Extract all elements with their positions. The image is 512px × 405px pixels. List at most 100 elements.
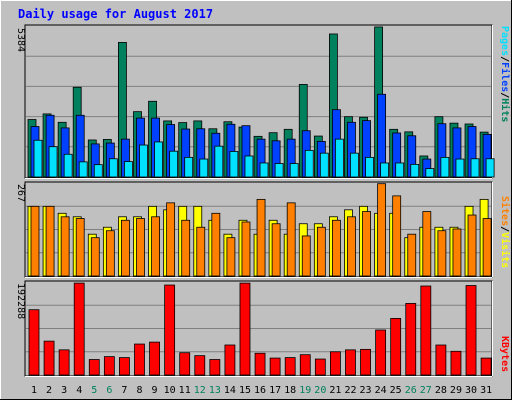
bar-pages-day-12 [199,158,209,178]
bar-kbytes-day-17 [269,357,281,376]
x-tick-label-day-1: 1 [31,385,37,396]
x-tick-label-day-6: 6 [106,385,112,396]
bar-kbytes-day-16 [254,352,266,376]
panel-mid-legend: Sites/Visits [499,196,511,268]
bar-sites-day-20 [316,226,326,277]
panel-bottom-bars [26,282,492,376]
chart-title: Daily usage for August 2017 [18,7,213,21]
x-tick-label-day-31: 31 [480,385,492,396]
bar-sites-day-15 [241,221,251,277]
bar-kbytes-day-6 [103,356,115,376]
bar-kbytes-day-5 [88,359,100,376]
bar-kbytes-day-26 [405,303,417,376]
bar-kbytes-day-31 [480,357,492,376]
top-legend-part: / [499,56,510,62]
x-tick-label-day-11: 11 [179,385,191,396]
x-tick-label-day-27: 27 [420,385,432,396]
x-tick-label-day-16: 16 [254,385,266,396]
bar-sites-day-2 [45,205,55,277]
bar-pages-day-28 [440,156,450,178]
bar-pages-day-24 [380,162,390,178]
bar-sites-day-19 [301,235,311,277]
bar-sites-day-21 [331,219,341,277]
bar-kbytes-day-7 [119,357,130,376]
bar-sites-day-3 [60,216,70,277]
panel-bottom-legend: KBytes [499,336,510,372]
x-tick-label-day-18: 18 [284,385,296,396]
x-tick-label-day-7: 7 [121,385,127,396]
bar-kbytes-day-14 [224,344,236,376]
bar-sites-day-12 [196,226,206,277]
bar-sites-day-23 [362,211,371,277]
panel-top-legend: Pages/Files/Hits [499,26,511,122]
bar-kbytes-day-18 [284,357,296,376]
bar-kbytes-day-12 [194,355,206,376]
bar-kbytes-day-21 [329,351,341,376]
bar-sites-day-8 [136,218,145,277]
bar-sites-day-7 [121,219,130,277]
bar-kbytes-day-30 [465,285,477,376]
bar-sites-day-26 [407,233,417,277]
bar-sites-day-1 [30,205,40,277]
mid-legend-part: Sites [499,196,511,226]
x-tick-label-day-28: 28 [435,385,447,396]
bar-pages-day-20 [319,152,329,178]
x-tick-label-day-2: 2 [46,385,52,396]
bar-pages-day-11 [184,156,194,178]
bar-kbytes-day-4 [73,282,85,376]
x-tick-label-day-8: 8 [136,385,142,396]
bar-kbytes-day-22 [345,349,356,376]
bar-pages-day-22 [350,152,359,178]
panel-top-max-label: 5384 [15,28,26,52]
bar-pages-day-29 [455,158,465,178]
bar-kbytes-day-1 [28,309,40,376]
bar-sites-day-17 [271,223,281,277]
x-tick-label-day-23: 23 [360,385,372,396]
bar-sites-day-9 [151,216,160,277]
x-tick-label-day-26: 26 [405,385,417,396]
bar-kbytes-day-2 [43,340,55,376]
bar-sites-day-27 [422,211,432,277]
panel-hits-files-pages: 5384 Pages/Files/Hits [15,24,511,179]
bar-sites-day-16 [256,198,266,277]
bar-pages-day-5 [93,164,103,178]
x-tick-label-day-24: 24 [375,385,387,396]
panel-mid-max-label: 267 [15,184,26,202]
x-tick-label-day-15: 15 [239,385,251,396]
bar-sites-day-24 [377,183,387,277]
bar-sites-day-28 [437,230,447,277]
mid-legend-part: / [499,226,510,232]
bar-pages-day-26 [410,163,420,178]
bar-sites-day-14 [226,237,236,277]
x-tick-label-day-30: 30 [465,385,477,396]
bar-sites-day-4 [75,218,85,277]
x-tick-label-day-21: 21 [329,385,341,396]
bar-sites-day-25 [392,195,402,277]
x-tick-label-day-19: 19 [299,385,311,396]
bar-sites-day-30 [467,214,477,277]
bar-pages-day-15 [244,155,254,178]
bar-pages-day-6 [108,158,118,178]
bar-pages-day-31 [485,158,495,178]
bar-pages-day-1 [33,139,43,178]
bar-pages-day-2 [48,146,58,178]
bar-kbytes-day-20 [314,358,326,376]
x-tick-label-day-29: 29 [450,385,462,396]
bar-pages-day-7 [124,161,133,178]
bar-kbytes-day-19 [299,354,311,376]
bar-pages-day-27 [425,168,435,178]
bar-pages-day-17 [274,163,284,178]
bar-kbytes-day-10 [164,284,176,376]
bar-kbytes-day-27 [420,285,432,376]
panel-kbytes: 192288 KBytes [15,280,510,377]
x-tick-label-day-12: 12 [194,385,206,396]
bar-pages-day-23 [365,156,374,178]
top-legend-part: Hits [499,98,511,122]
bar-kbytes-day-3 [58,349,70,376]
bar-sites-day-5 [90,237,100,277]
bar-sites-day-13 [211,212,221,277]
x-tick-label-day-14: 14 [224,385,236,396]
bar-pages-day-4 [78,161,88,178]
